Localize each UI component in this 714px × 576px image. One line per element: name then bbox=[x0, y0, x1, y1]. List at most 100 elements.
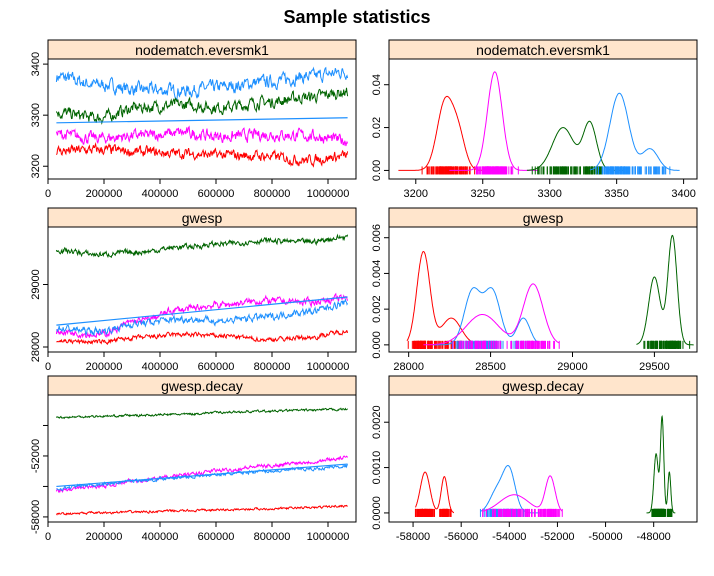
plot-area bbox=[398, 71, 680, 175]
x-tick-label: 400000 bbox=[142, 361, 179, 373]
x-tick-label: 200000 bbox=[86, 188, 123, 200]
panel-strip-title: gwesp.decay bbox=[161, 378, 243, 394]
density-rug bbox=[595, 166, 671, 175]
x-tick-label: 400000 bbox=[142, 188, 179, 200]
plot-area bbox=[406, 234, 694, 349]
density-rug bbox=[452, 340, 560, 349]
trace-series-line bbox=[56, 464, 349, 492]
x-tick-label: 200000 bbox=[86, 531, 123, 543]
trace-series-line bbox=[55, 455, 349, 494]
y-tick-label: 0.0000 bbox=[371, 496, 383, 530]
panel-trace-gwesp-decay: gwesp.decay 0 200000 400000 600000 800000 1000… bbox=[30, 375, 357, 543]
x-tick-label: 29500 bbox=[639, 361, 670, 373]
density-rug bbox=[643, 340, 691, 349]
y-tick-label: 0.00 bbox=[371, 160, 383, 181]
density-curve bbox=[636, 234, 694, 346]
y-tick-label: 0.0020 bbox=[371, 405, 383, 439]
density-curve bbox=[415, 471, 455, 514]
x-tick-label: 29000 bbox=[557, 361, 588, 373]
plot-area bbox=[55, 66, 349, 168]
x-tick-label: -52000 bbox=[540, 531, 574, 543]
x-tick-label: 400000 bbox=[142, 531, 179, 543]
plot-area bbox=[414, 414, 676, 517]
trend-line bbox=[56, 296, 348, 326]
trend-line bbox=[56, 117, 348, 124]
y-tick-label: -58000 bbox=[30, 500, 42, 534]
y-tick-label: 0.002 bbox=[371, 295, 383, 323]
density-curve bbox=[646, 414, 676, 514]
x-tick-label: 600000 bbox=[198, 531, 235, 543]
x-tick-label: -54000 bbox=[492, 531, 526, 543]
x-tick-label: 800000 bbox=[254, 361, 291, 373]
panel-density-nodematch: nodematch.eversmk1 3200 3250 3300 3350 3400 0.… bbox=[371, 39, 698, 200]
plot-area bbox=[55, 233, 349, 345]
x-tick-label: 3300 bbox=[537, 188, 561, 200]
x-tick-label: 800000 bbox=[254, 531, 291, 543]
x-tick-label: 1000000 bbox=[307, 361, 350, 373]
trace-series-line bbox=[55, 125, 349, 147]
y-tick-label: 0.000 bbox=[371, 331, 383, 359]
density-curve bbox=[480, 465, 541, 514]
panel-density-gwesp-decay: gwesp.decay -58000 -56000 -54000 -52000 -5000… bbox=[371, 375, 698, 543]
x-tick-label: -56000 bbox=[444, 531, 478, 543]
density-curve bbox=[433, 287, 540, 346]
density-curve bbox=[482, 475, 563, 512]
trace-series-line bbox=[56, 297, 349, 337]
x-tick-label: 1000000 bbox=[307, 188, 350, 200]
panel-strip-title: nodematch.eversmk1 bbox=[476, 42, 610, 58]
x-tick-label: 600000 bbox=[198, 188, 235, 200]
x-tick-label: 0 bbox=[45, 188, 51, 200]
y-tick-label: 3400 bbox=[30, 52, 42, 76]
density-rug bbox=[531, 166, 603, 175]
density-curve bbox=[589, 92, 680, 171]
density-curve bbox=[406, 250, 478, 345]
panel-density-gwesp: gwesp 28000 28500 29000 29500 0.000 0.002 0.004… bbox=[371, 207, 698, 373]
plot-frame bbox=[388, 58, 698, 180]
x-tick-label: -58000 bbox=[396, 531, 430, 543]
panel-trace-nodematch: nodematch.eversmk1 0 200000 400000 600000 800… bbox=[30, 39, 357, 200]
y-tick-label: 28000 bbox=[30, 332, 42, 363]
x-tick-label: 1000000 bbox=[307, 531, 350, 543]
density-curve bbox=[526, 120, 625, 171]
panel-strip-title: gwesp bbox=[523, 210, 564, 226]
plot-frame bbox=[47, 58, 357, 180]
x-tick-label: 600000 bbox=[198, 361, 235, 373]
trace-series-line bbox=[55, 407, 348, 420]
trend-line bbox=[56, 463, 348, 488]
panel-strip-title: gwesp.decay bbox=[502, 378, 584, 394]
density-rug bbox=[414, 508, 452, 517]
trace-series-line bbox=[55, 142, 349, 168]
trace-series-line bbox=[55, 87, 349, 125]
plot-frame bbox=[388, 394, 698, 523]
x-tick-label: 28000 bbox=[393, 361, 424, 373]
y-tick-label: 3200 bbox=[30, 154, 42, 178]
x-tick-label: 3250 bbox=[470, 188, 494, 200]
y-tick-label: 0.02 bbox=[371, 117, 383, 138]
y-tick-label: 29000 bbox=[30, 269, 42, 300]
y-tick-label: 0.006 bbox=[371, 224, 383, 252]
x-tick-label: 28500 bbox=[475, 361, 506, 373]
density-rug bbox=[475, 166, 519, 175]
density-rug bbox=[482, 508, 563, 517]
x-tick-label: 800000 bbox=[254, 188, 291, 200]
plot-frame bbox=[47, 226, 357, 353]
x-tick-label: 3400 bbox=[671, 188, 695, 200]
plot-frame bbox=[388, 226, 698, 353]
x-tick-label: -48000 bbox=[637, 531, 671, 543]
density-curve bbox=[423, 283, 560, 346]
y-tick-label: -52000 bbox=[30, 439, 42, 473]
trace-series-line bbox=[56, 329, 349, 345]
trace-series-line bbox=[55, 504, 348, 516]
plot-frame bbox=[47, 394, 357, 523]
x-tick-label: 3200 bbox=[404, 188, 428, 200]
y-tick-label: 0.0010 bbox=[371, 451, 383, 485]
trace-series-line bbox=[55, 66, 349, 103]
x-tick-label: 0 bbox=[45, 531, 51, 543]
y-tick-label: 0.04 bbox=[371, 74, 383, 95]
density-curve bbox=[398, 95, 499, 171]
density-curve bbox=[449, 71, 539, 171]
figure-title: Sample statistics bbox=[283, 7, 430, 27]
y-tick-label: 3300 bbox=[30, 103, 42, 127]
panel-strip-title: nodematch.eversmk1 bbox=[135, 42, 269, 58]
